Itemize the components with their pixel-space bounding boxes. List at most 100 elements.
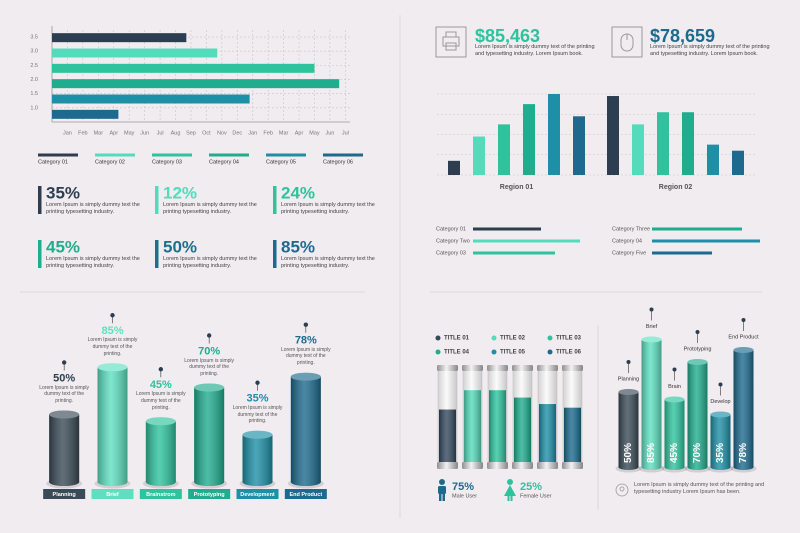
x-tick-label: Feb <box>78 130 87 136</box>
x-tick-label: Dec <box>232 130 242 136</box>
tube-base <box>437 462 458 469</box>
tube-base <box>462 462 483 469</box>
legend-label: TITLE 02 <box>500 336 526 342</box>
bar <box>523 104 535 175</box>
mouse-icon <box>611 26 643 58</box>
x-tick-label: Feb <box>263 130 272 136</box>
y-tick-label: 3.0 <box>30 49 38 55</box>
cylinder-top-highlight <box>710 411 731 418</box>
x-tick-label: May <box>124 130 135 136</box>
annotation-box: Lorem Ipsum is simply dummy text of the … <box>232 404 283 425</box>
stat-value: 85% <box>281 237 315 256</box>
x-tick-label: Region 01 <box>500 184 534 191</box>
annotation: Lorem Ipsum is simply dummy text of the … <box>87 337 138 357</box>
value-label: 50% <box>53 372 75 384</box>
bar <box>52 63 315 73</box>
bar <box>52 48 218 58</box>
kpi-value: $85,463 <box>475 26 540 46</box>
cylinder-top <box>194 383 225 392</box>
pin-head <box>695 330 700 334</box>
legend-label: TITLE 05 <box>500 350 526 356</box>
stat-text: Lorem Ipsum is simply dummy text the pri… <box>163 202 257 216</box>
legend-swatch <box>547 349 553 355</box>
x-tick-label: Jun <box>140 130 149 136</box>
cylinder-top <box>618 389 639 395</box>
value-label: 70% <box>198 345 220 357</box>
category-label: Prototyping <box>684 346 712 352</box>
annotation: Lorem Ipsum is simply dummy text of the … <box>232 404 283 425</box>
tube-shade <box>439 409 456 462</box>
category-label: Brief <box>646 324 658 330</box>
stat-text-box: Lorem Ipsum is simply dummy text the pri… <box>163 256 257 269</box>
stat-text-box: Lorem Ipsum is simply dummy text the pri… <box>281 256 375 270</box>
value-label: 35% <box>246 393 268 405</box>
pin-head <box>626 360 631 364</box>
cylinder-top-highlight <box>194 383 225 392</box>
x-tick-label: Nov <box>217 130 227 136</box>
stat-text-box: Lorem Ipsum is simply dummy text the pri… <box>46 202 140 215</box>
annotation: Lorem Ipsum is simply dummy text of the … <box>135 391 186 411</box>
user-label: Female User <box>520 493 552 499</box>
cylinder-shade <box>618 392 639 467</box>
category-label: End Product <box>728 334 759 340</box>
legend-label: Category 01 <box>38 159 68 165</box>
stat-value: 50% <box>163 237 197 256</box>
cylinder-top-highlight <box>145 417 176 426</box>
value-label: 85% <box>101 325 123 337</box>
y-tick-label: 2.5 <box>30 63 38 69</box>
cylinder-shade <box>49 414 80 482</box>
x-tick-label: Jan <box>63 130 72 136</box>
cylinder-top <box>49 410 80 419</box>
annotation-box: Lorem Ipsum is simply dummy text of the … <box>135 391 186 411</box>
category-box <box>236 489 279 499</box>
stat-text: Lorem Ipsum is simply dummy text the pri… <box>281 256 375 270</box>
legend-label: TITLE 03 <box>556 336 582 342</box>
legend-swatch <box>435 335 441 341</box>
cylinder-top <box>97 363 128 372</box>
pin-head <box>741 318 746 322</box>
stat-text: Lorem Ipsum is simply dummy text the pri… <box>281 202 375 216</box>
stat-value: 12% <box>163 183 197 202</box>
annotation: Lorem Ipsum is simply dummy text of the … <box>184 357 235 378</box>
cylinder-top <box>687 359 708 365</box>
x-tick-label: Sep <box>186 130 196 136</box>
cylinder-top <box>242 430 273 439</box>
kpi-text-box: Lorem Ipsum is simply dummy text of the … <box>650 44 770 57</box>
category-label: Development <box>240 492 275 498</box>
tube-shade <box>564 407 581 462</box>
pin-head <box>158 367 164 372</box>
bar <box>448 160 460 175</box>
tube-shade <box>514 397 531 462</box>
legend-label: Category Five <box>612 250 646 256</box>
category-label: Prototyping <box>194 492 225 498</box>
cylinder-top-highlight <box>290 372 321 381</box>
y-tick-label: 1.0 <box>30 105 38 111</box>
female-icon <box>504 479 516 501</box>
legend-label: Category 06 <box>323 159 353 165</box>
x-tick-label: Jul <box>342 130 349 136</box>
pin-head <box>61 360 67 365</box>
bar <box>573 116 585 175</box>
bar <box>657 112 669 175</box>
tube-cap <box>462 365 483 371</box>
stat-value: 45% <box>46 237 80 256</box>
x-tick-label: Jun <box>325 130 334 136</box>
annotation-box: Lorem Ipsum is simply dummy text of the … <box>39 384 90 405</box>
category-box <box>139 489 182 499</box>
legend-label: TITLE 01 <box>444 336 470 342</box>
caption-icon <box>615 483 629 497</box>
category-label: Develop <box>710 399 730 405</box>
category-label: Planning <box>53 492 76 498</box>
legend-label: Category 03 <box>436 250 466 256</box>
value-label: 78% <box>738 443 749 463</box>
cylinder-shade <box>242 434 273 482</box>
printer-icon <box>435 26 467 58</box>
cylinder-top-highlight <box>618 389 639 395</box>
cylinder-top <box>664 396 685 403</box>
legend-swatch <box>435 349 441 355</box>
tube-cap <box>562 365 583 371</box>
stat-value: 24% <box>281 183 315 202</box>
legend-label: TITLE 04 <box>444 350 470 356</box>
annotation: Lorem Ipsum is simply dummy text of the … <box>39 384 90 405</box>
category-label: Brain <box>668 384 681 390</box>
